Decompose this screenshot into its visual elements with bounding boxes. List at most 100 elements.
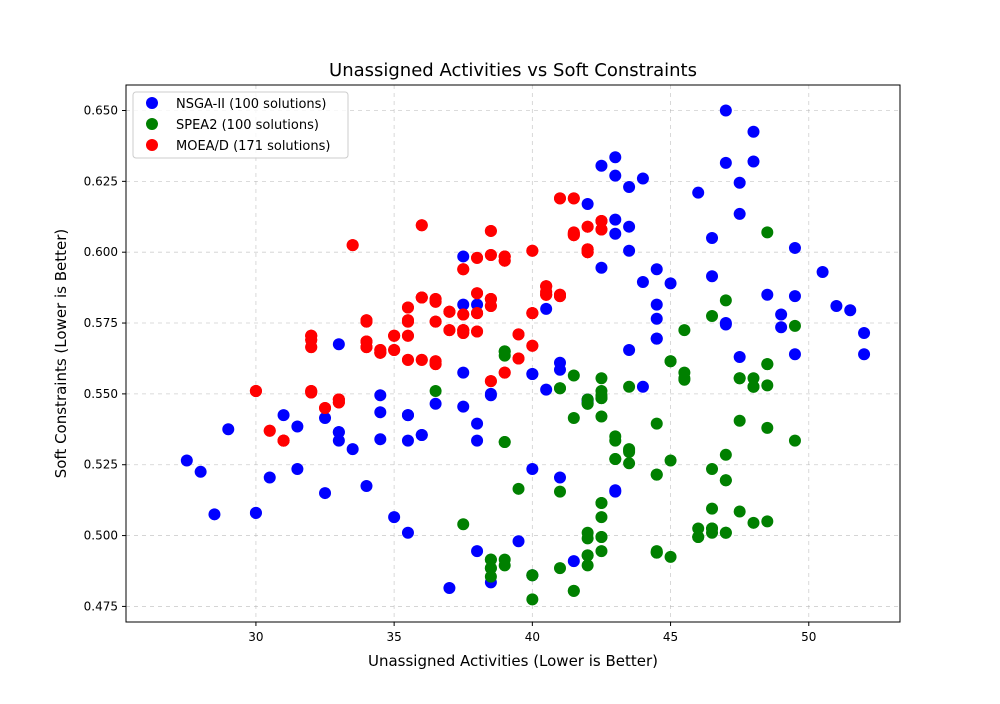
data-point-nsga2: [858, 326, 871, 339]
data-point-nsga2: [650, 332, 663, 345]
data-point-spea2: [733, 372, 746, 385]
data-point-spea2: [719, 294, 732, 307]
data-point-spea2: [595, 392, 608, 405]
data-point-spea2: [623, 380, 636, 393]
grid-layer: [126, 85, 900, 622]
data-point-nsga2: [471, 298, 484, 311]
data-point-nsga2: [194, 465, 207, 478]
data-point-nsga2: [733, 176, 746, 189]
data-point-nsga2: [844, 304, 857, 317]
data-point-nsga2: [775, 308, 788, 321]
data-point-nsga2: [858, 348, 871, 361]
data-point-moead: [540, 280, 553, 293]
data-point-moead: [249, 385, 262, 398]
data-point-nsga2: [706, 270, 719, 283]
data-point-moead: [401, 301, 414, 314]
data-point-moead: [443, 305, 456, 318]
data-point-spea2: [650, 546, 663, 559]
y-axis-label: Soft Constraints (Lower is Better): [52, 229, 70, 479]
data-point-spea2: [664, 550, 677, 563]
data-point-nsga2: [208, 508, 221, 521]
data-point-nsga2: [650, 298, 663, 311]
points-layer: [180, 104, 871, 606]
data-point-spea2: [650, 417, 663, 430]
data-point-moead: [429, 315, 442, 328]
data-point-spea2: [650, 468, 663, 481]
data-point-nsga2: [249, 506, 262, 519]
data-point-nsga2: [374, 406, 387, 419]
data-point-spea2: [553, 382, 566, 395]
data-point-nsga2: [471, 545, 484, 558]
data-point-spea2: [526, 569, 539, 582]
data-point-moead: [401, 329, 414, 342]
data-point-nsga2: [443, 581, 456, 594]
data-point-spea2: [719, 474, 732, 487]
data-point-nsga2: [595, 261, 608, 274]
data-point-nsga2: [567, 555, 580, 568]
data-point-nsga2: [484, 389, 497, 402]
data-point-nsga2: [553, 471, 566, 484]
y-tick-label: 0.625: [84, 174, 118, 188]
data-point-spea2: [623, 444, 636, 457]
data-point-moead: [471, 287, 484, 300]
plot-area-frame: [125, 84, 901, 623]
legend-marker-spea2: [146, 118, 158, 130]
y-tick-label: 0.650: [84, 104, 118, 118]
data-point-nsga2: [291, 420, 304, 433]
data-point-spea2: [484, 570, 497, 583]
data-point-nsga2: [512, 535, 525, 548]
data-point-moead: [471, 251, 484, 264]
data-point-nsga2: [388, 511, 401, 524]
data-point-spea2: [692, 530, 705, 543]
data-point-moead: [471, 325, 484, 338]
data-point-moead: [457, 263, 470, 276]
data-point-nsga2: [747, 125, 760, 138]
data-point-spea2: [706, 522, 719, 535]
data-point-spea2: [567, 369, 580, 382]
data-point-nsga2: [609, 213, 622, 226]
chart-title: Unassigned Activities vs Soft Constraint…: [329, 60, 697, 81]
data-point-spea2: [595, 372, 608, 385]
data-point-moead: [471, 307, 484, 320]
data-point-moead: [319, 402, 332, 415]
ticks-layer: 30 35 40 45 50 0.475 0.500 0.525 0.550 0.575 0.600…: [84, 104, 817, 644]
data-point-nsga2: [636, 172, 649, 185]
data-point-moead: [388, 329, 401, 342]
data-point-nsga2: [733, 351, 746, 364]
data-point-spea2: [761, 358, 774, 371]
legend-label-nsga2: NSGA-II (100 solutions): [176, 97, 327, 112]
data-point-nsga2: [595, 159, 608, 172]
data-point-nsga2: [761, 288, 774, 301]
data-point-nsga2: [332, 426, 345, 439]
data-point-nsga2: [609, 227, 622, 240]
data-point-spea2: [581, 397, 594, 410]
data-point-nsga2: [830, 300, 843, 313]
data-point-moead: [512, 328, 525, 341]
data-point-nsga2: [719, 156, 732, 169]
data-point-nsga2: [332, 434, 345, 447]
data-point-moead: [484, 375, 497, 388]
legend-marker-moead: [146, 139, 158, 151]
data-point-nsga2: [471, 434, 484, 447]
data-point-moead: [484, 224, 497, 237]
data-point-spea2: [595, 496, 608, 509]
data-point-spea2: [761, 379, 774, 392]
data-point-moead: [429, 355, 442, 368]
data-point-spea2: [567, 584, 580, 597]
data-point-spea2: [498, 436, 511, 449]
data-point-moead: [526, 307, 539, 320]
data-point-spea2: [761, 421, 774, 434]
data-point-nsga2: [374, 389, 387, 402]
data-point-nsga2: [609, 151, 622, 164]
data-point-nsga2: [263, 471, 276, 484]
data-point-nsga2: [788, 348, 801, 361]
data-point-spea2: [581, 532, 594, 545]
data-point-spea2: [706, 502, 719, 515]
data-point-nsga2: [623, 181, 636, 194]
data-point-spea2: [664, 355, 677, 368]
data-point-moead: [401, 353, 414, 366]
data-point-nsga2: [457, 366, 470, 379]
data-point-spea2: [747, 372, 760, 385]
y-tick-label: 0.475: [84, 599, 118, 613]
data-point-nsga2: [636, 275, 649, 288]
